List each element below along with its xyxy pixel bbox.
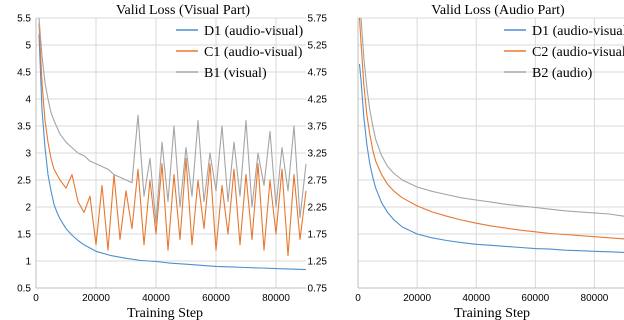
- chart-title: Valid Loss (Audio Part): [431, 3, 565, 18]
- y-tick-label: 4.25: [308, 95, 328, 106]
- y-tick-label: 4.5: [17, 68, 31, 79]
- series-line: [360, 17, 624, 217]
- x-tick-label: 20000: [82, 293, 110, 304]
- legend-label: C1 (audio-visual): [204, 45, 303, 60]
- y-tick-label: 2: [25, 203, 31, 214]
- y-tick-label: 2.75: [308, 176, 328, 187]
- x-tick-label: 0: [33, 293, 39, 304]
- y-tick-label: 4.75: [308, 68, 328, 79]
- legend-label: D1 (audio-visual): [204, 24, 303, 39]
- legend-label: B2 (audio): [532, 66, 593, 81]
- legend-label: B1 (visual): [204, 66, 267, 81]
- chart-title: Valid Loss (Visual Part): [116, 3, 250, 18]
- y-tick-label: 1.25: [308, 257, 328, 268]
- x-tick-label: 0: [355, 293, 361, 304]
- legend-label: C2 (audio-visual): [532, 45, 624, 60]
- y-tick-label: 3.25: [308, 149, 328, 160]
- x-tick-label: 80000: [581, 293, 609, 304]
- legend-label: D1 (audio-visual): [532, 24, 624, 39]
- y-tick-label: 0.75: [308, 284, 328, 295]
- y-tick-label: 2.25: [308, 203, 328, 214]
- x-tick-label: 60000: [521, 293, 549, 304]
- y-tick-label: 3.5: [17, 122, 31, 133]
- series-line: [358, 17, 624, 240]
- series-line: [38, 17, 307, 224]
- y-tick-label: 1.75: [308, 230, 328, 241]
- y-tick-label: 4: [25, 95, 31, 106]
- x-tick-label: 60000: [202, 293, 230, 304]
- y-tick-label: 5: [25, 41, 31, 52]
- x-axis-label: Training Step: [454, 306, 530, 320]
- series-line: [38, 34, 307, 271]
- x-tick-label: 20000: [403, 293, 431, 304]
- visual-loss-chart: 0.5 1 1.5 2 2.5 3 3.5 4 4.5 5 5.5 0 20000 40000 60000 8…: [17, 3, 307, 320]
- y-tick-label: 5.75: [308, 14, 328, 25]
- y-tick-label: 2.5: [17, 176, 31, 187]
- y-tick-label: 3: [25, 149, 31, 160]
- x-tick-label: 40000: [142, 293, 170, 304]
- y-tick-label: 3.75: [308, 122, 328, 133]
- y-tick-label: 0.5: [17, 284, 31, 295]
- series-line: [38, 23, 307, 257]
- series-line: [358, 63, 624, 253]
- audio-loss-chart: 0.75 1.25 1.75 2.25 2.75 3.25 3.75 4.25 4.75 5.25…: [308, 3, 624, 320]
- x-tick-label: 80000: [262, 293, 290, 304]
- x-tick-label: 40000: [462, 293, 490, 304]
- y-tick-label: 1: [25, 257, 31, 268]
- x-axis-label: Training Step: [127, 306, 203, 320]
- y-tick-label: 5.5: [17, 14, 31, 25]
- y-tick-label: 1.5: [17, 230, 31, 241]
- y-tick-label: 5.25: [308, 41, 328, 52]
